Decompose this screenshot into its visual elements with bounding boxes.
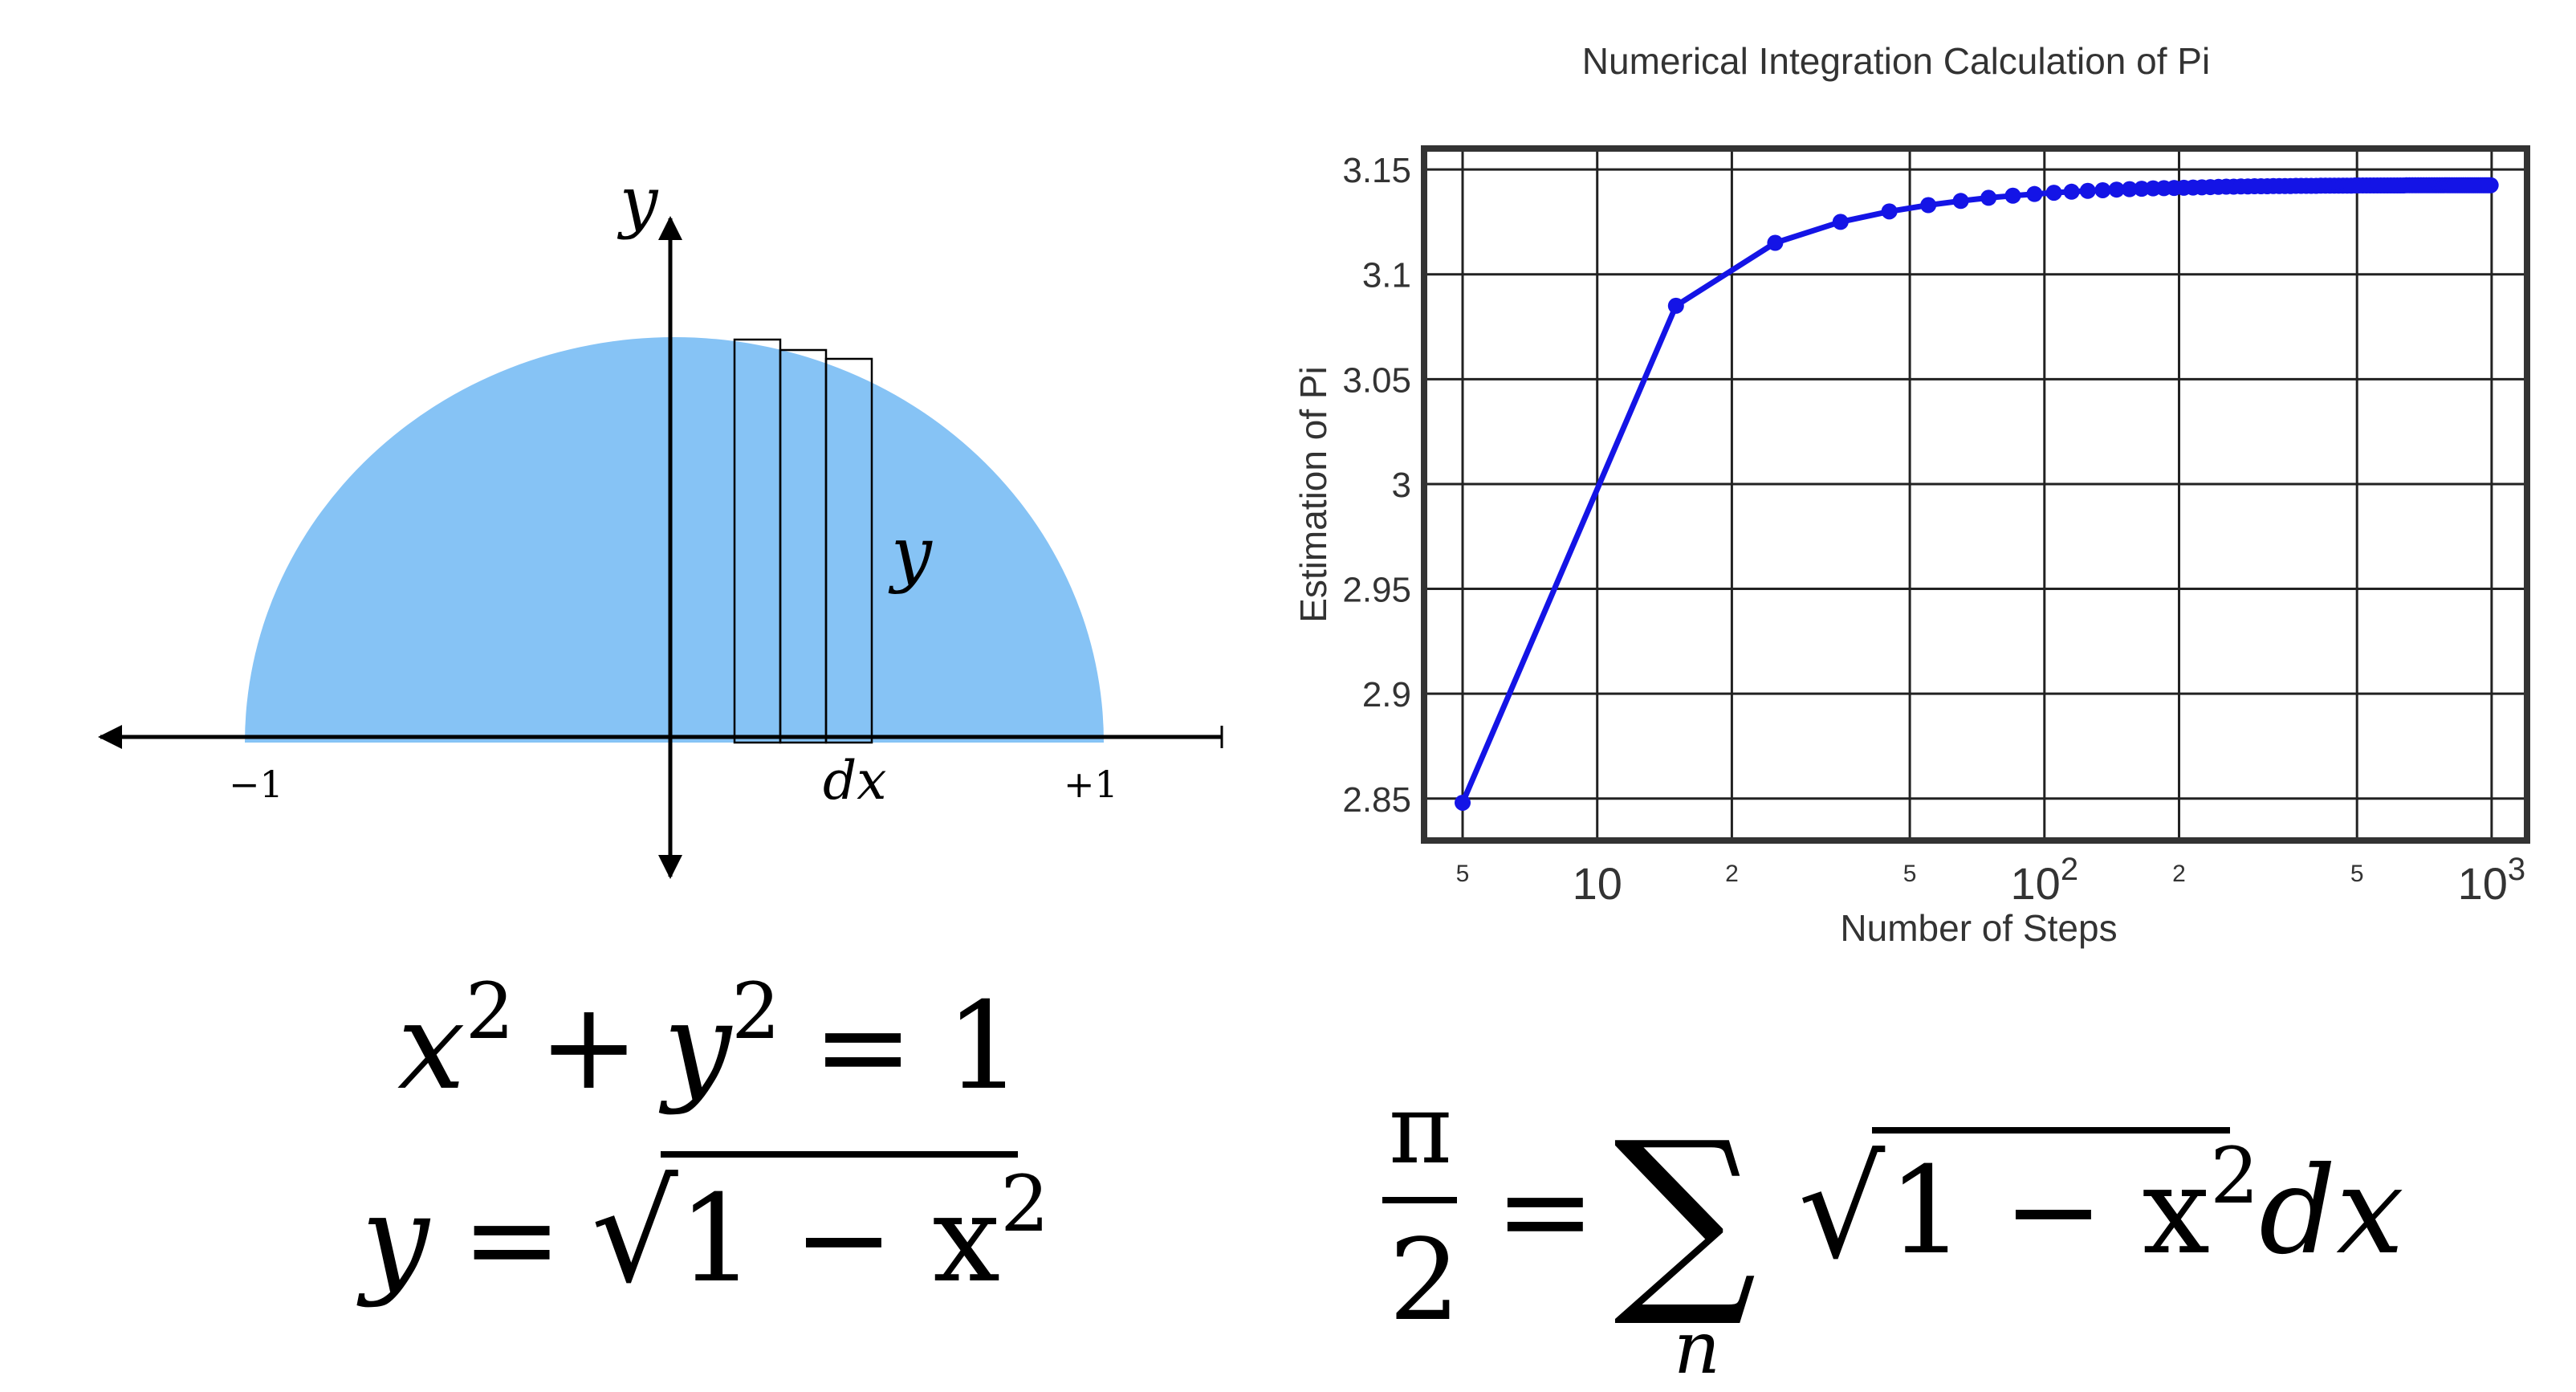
- eq-sum-two: 2: [1389, 1215, 1460, 1346]
- data-point: [2133, 181, 2150, 197]
- data-point: [2045, 185, 2062, 201]
- data-point: [2026, 185, 2043, 202]
- y-axis-label: y: [617, 162, 659, 241]
- svg-text:1 − x2dx: 1 − x2dx: [1888, 1131, 2404, 1281]
- sum-equation: π 2 = ∑ n √ 1 − x2dx: [1382, 1074, 2404, 1390]
- x-tick-label: 102: [2011, 852, 2079, 909]
- svg-text:x2+y2=1: x2 + y2 = 1: [397, 967, 1022, 1117]
- data-point: [1455, 794, 1471, 811]
- eq-sum-sigma: ∑: [1614, 1098, 1756, 1332]
- eq-circle-x: x: [397, 977, 466, 1117]
- data-point: [1952, 193, 1969, 210]
- data-point: [2121, 181, 2138, 197]
- x-tick-label: 5: [2350, 861, 2364, 887]
- x-tick-label: 2: [2172, 861, 2186, 887]
- riemann-strip: [824, 357, 873, 744]
- eq-sum-radicand: 1 − x: [1888, 1142, 2210, 1281]
- x-axis-title: Number of Steps: [1840, 907, 2117, 949]
- x-tick-label: 2: [1725, 861, 1739, 887]
- data-point: [1881, 203, 1898, 220]
- eq-sum-radical: √: [1798, 1130, 1886, 1289]
- x-tick-labels: 5 10 2 5 102 2 5 103: [1456, 852, 2525, 909]
- eq-circle-one: 1: [946, 977, 1022, 1117]
- eq-sum-equals: =: [1495, 1142, 1596, 1281]
- eq-root-radical: √: [591, 1154, 678, 1313]
- eq-sum-dx: dx: [2259, 1142, 2404, 1281]
- eq-root-y: y: [356, 1170, 431, 1309]
- series-estimate: [1455, 177, 2499, 811]
- y-tick-label: 3.1: [1362, 256, 1411, 295]
- y-tick-label: 2.9: [1362, 675, 1411, 714]
- eq-root-radicand: 1 − x: [678, 1170, 1000, 1309]
- x-tick-label: 103: [2458, 852, 2526, 909]
- y-tick-label: 3.05: [1342, 360, 1411, 400]
- root-equation: y = √ 1 − x2: [356, 1151, 1049, 1313]
- x-tick-label: 5: [1903, 861, 1917, 887]
- x-tick-label: 10: [1573, 858, 1622, 909]
- data-point: [1920, 197, 1937, 214]
- data-point: [2004, 187, 2021, 204]
- data-point: [1767, 234, 1784, 251]
- svg-text:y=√: y = √: [356, 1154, 678, 1313]
- eq-circle-equals: =: [812, 977, 914, 1117]
- data-point: [2482, 177, 2499, 193]
- svg-text:1 − x2: 1 − x2: [678, 1159, 1049, 1309]
- semicircle-area: [245, 337, 1104, 743]
- data-point: [2079, 182, 2096, 199]
- data-point: [1832, 214, 1849, 230]
- riemann-strips: [733, 338, 873, 744]
- semicircle-diagram: y y dx −1 +1: [98, 162, 1223, 879]
- plot-frame: [1421, 145, 2530, 844]
- strip-height-label: y: [888, 511, 933, 596]
- y-tick-labels: 2.85 2.9 2.95 3 3.05 3.1 3.15: [1342, 151, 1411, 820]
- y-tick-label: 2.95: [1342, 571, 1411, 610]
- eq-root-exp: 2: [1000, 1159, 1049, 1249]
- minus-one-label: −1: [229, 763, 283, 806]
- data-point: [1980, 189, 1997, 206]
- data-point: [2063, 183, 2080, 200]
- eq-circle-exp-b: 2: [731, 967, 780, 1056]
- plus-one-label: +1: [1064, 763, 1118, 806]
- chart-title: Numerical Integration Calculation of Pi: [1582, 40, 2210, 82]
- eq-sum-pi: π: [1389, 1074, 1452, 1186]
- eq-circle-y: y: [658, 977, 733, 1117]
- eq-root-equals: =: [462, 1170, 563, 1309]
- pi-chart: Numerical Integration Calculation of Pi …: [1292, 40, 2530, 949]
- eq-circle-exp-a: 2: [466, 967, 515, 1056]
- y-axis-title: Estimation of Pi: [1292, 366, 1334, 623]
- data-point: [2094, 181, 2111, 198]
- grid: [1424, 149, 2527, 840]
- plot-background: [1424, 149, 2527, 840]
- eq-sum-exp: 2: [2210, 1131, 2259, 1221]
- data-point: [1667, 297, 1684, 314]
- circle-equation: x2 + y2 = 1: [397, 967, 1022, 1117]
- y-tick-label: 2.85: [1342, 780, 1411, 820]
- y-tick-label: 3.15: [1342, 151, 1411, 190]
- y-tick-label: 3: [1392, 466, 1411, 505]
- data-point: [2108, 181, 2125, 198]
- x-tick-label: 5: [1456, 861, 1470, 887]
- eq-sum-index: n: [1674, 1306, 1720, 1390]
- eq-circle-plus: +: [539, 977, 640, 1117]
- dx-label: dx: [823, 750, 886, 812]
